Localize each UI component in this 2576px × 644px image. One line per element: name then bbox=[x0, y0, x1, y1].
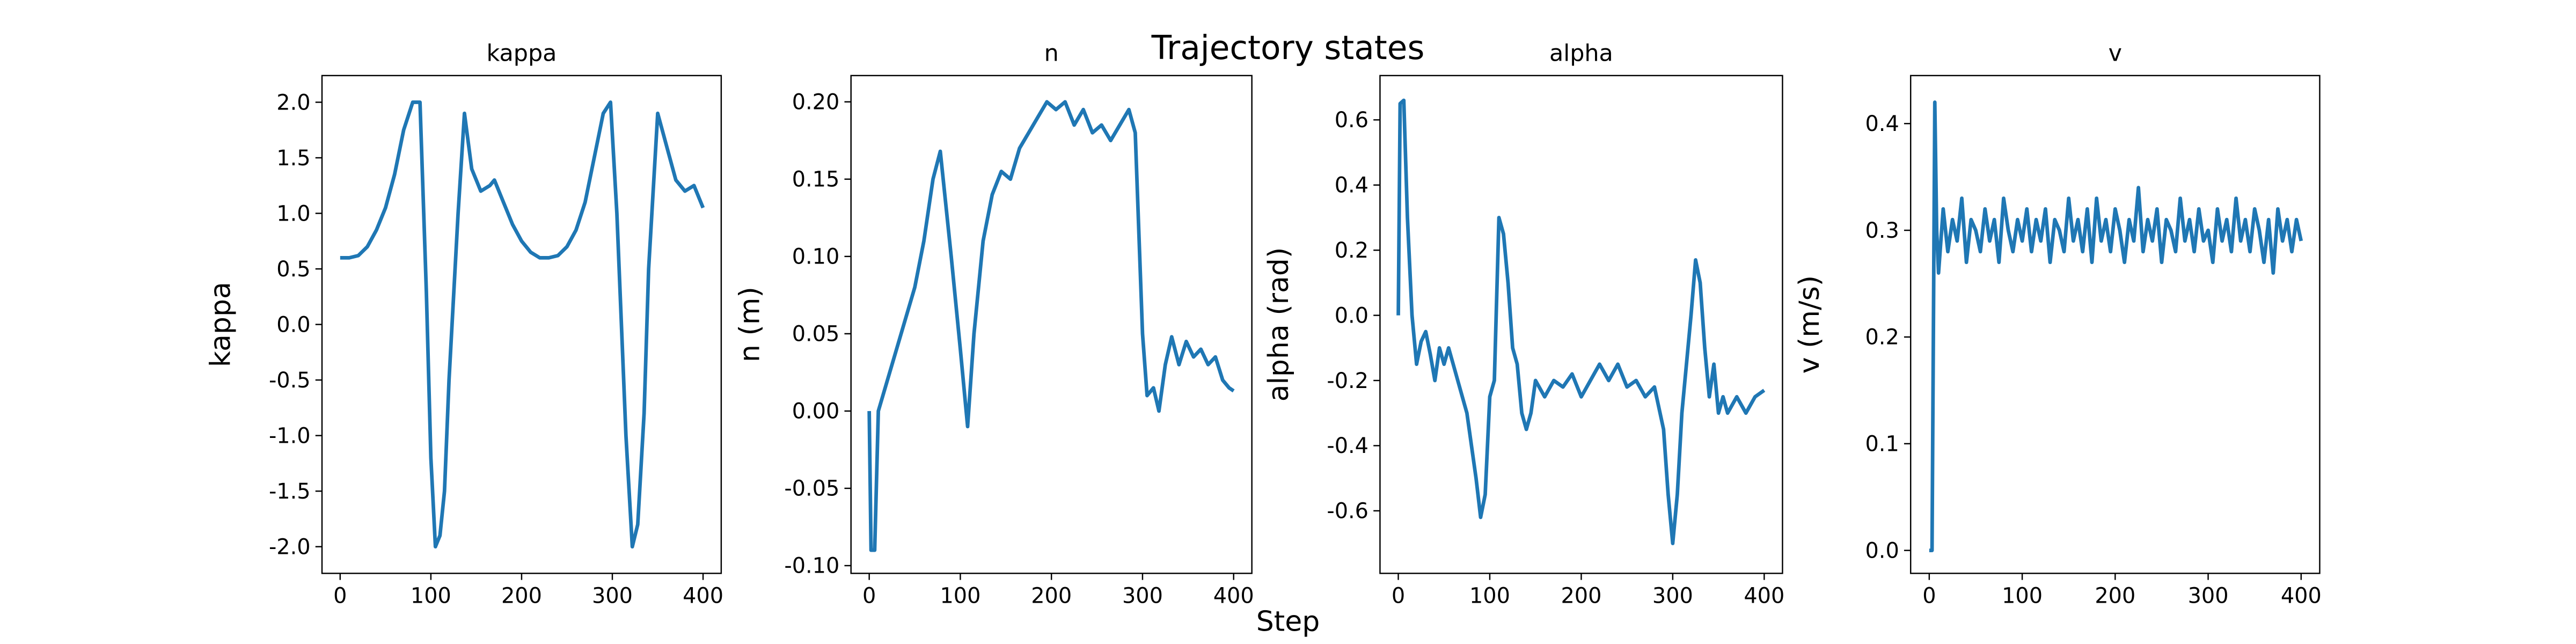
subplot: alpha alpha (rad) 0 100 200 300 400 -0.6 -0.4 -0.… bbox=[1263, 40, 1784, 608]
y-axis-label: kappa bbox=[205, 282, 237, 367]
subplot-title: alpha bbox=[1549, 40, 1613, 67]
figure-title: Trajectory states bbox=[1151, 29, 1425, 67]
y-tick-label: 2.0 bbox=[276, 90, 310, 115]
y-tick-label: -0.2 bbox=[1327, 369, 1368, 393]
y-tick-label: 0.2 bbox=[1335, 238, 1368, 263]
data-line bbox=[867, 100, 1235, 552]
y-axis-label: alpha (rad) bbox=[1263, 247, 1295, 402]
subplot-title: n bbox=[1044, 40, 1059, 67]
axes-frame bbox=[321, 75, 722, 574]
x-tick-label: 200 bbox=[1561, 583, 1601, 608]
x-tick-label: 200 bbox=[1031, 583, 1072, 608]
subplot: n n (m) 0 100 200 300 400 -0.10 -0.05 0.00 0.05 0.1… bbox=[734, 40, 1254, 608]
x-tick-label: 100 bbox=[1469, 583, 1510, 608]
x-tick-label: 400 bbox=[683, 583, 723, 608]
y-tick-label: 0.05 bbox=[792, 322, 840, 347]
y-tick-label: -0.10 bbox=[784, 554, 839, 579]
data-line bbox=[1396, 98, 1766, 545]
y-tick-label: 0.6 bbox=[1335, 108, 1368, 133]
y-tick-label: 0.4 bbox=[1865, 112, 1899, 136]
subplot-title: v bbox=[2109, 40, 2122, 67]
x-tick-label: 0 bbox=[862, 583, 876, 608]
y-axis-label: v (m/s) bbox=[1794, 275, 1826, 374]
x-tick-label: 300 bbox=[592, 583, 633, 608]
x-axis-label: Step bbox=[1256, 606, 1320, 638]
x-tick-label: 400 bbox=[1213, 583, 1254, 608]
axes-frame bbox=[850, 75, 1253, 574]
y-tick-label: -0.6 bbox=[1327, 499, 1368, 524]
x-tick-label: 0 bbox=[333, 583, 347, 608]
subplot: kappa kappa 0 100 200 300 400 -2.0 -1.5 -1.0 -0.5 0… bbox=[205, 40, 723, 608]
y-axis-label: n (m) bbox=[734, 287, 766, 362]
x-tick-label: 200 bbox=[2095, 583, 2135, 608]
y-tick-label: 0.15 bbox=[792, 167, 840, 192]
y-tick-label: 0.4 bbox=[1335, 173, 1368, 198]
axes-frame bbox=[1379, 75, 1783, 574]
y-tick-label: -0.05 bbox=[784, 477, 839, 501]
y-tick-label: 0.5 bbox=[276, 257, 310, 282]
y-tick-label: -2.0 bbox=[269, 535, 311, 559]
x-tick-label: 400 bbox=[2281, 583, 2322, 608]
y-tick-label: 0.10 bbox=[792, 245, 840, 269]
y-tick-label: 0.20 bbox=[792, 90, 840, 115]
y-tick-label: 0.0 bbox=[1865, 538, 1899, 563]
y-tick-label: 0.0 bbox=[1335, 303, 1368, 328]
x-tick-label: 100 bbox=[940, 583, 980, 608]
x-tick-label: 200 bbox=[501, 583, 542, 608]
y-tick-label: 0.3 bbox=[1865, 218, 1899, 243]
x-tick-label: 300 bbox=[2188, 583, 2229, 608]
x-tick-label: 400 bbox=[1744, 583, 1784, 608]
y-tick-label: -1.5 bbox=[269, 479, 311, 504]
y-tick-label: -1.0 bbox=[269, 423, 311, 448]
y-tick-label: 1.5 bbox=[276, 146, 310, 171]
axes-frame bbox=[1909, 75, 2321, 574]
x-tick-label: 300 bbox=[1122, 583, 1163, 608]
data-line bbox=[1929, 100, 2303, 552]
data-line bbox=[340, 100, 705, 549]
x-tick-label: 100 bbox=[411, 583, 451, 608]
x-tick-label: 100 bbox=[2002, 583, 2043, 608]
x-tick-label: 0 bbox=[1392, 583, 1405, 608]
y-tick-label: 0.0 bbox=[276, 312, 310, 337]
y-tick-label: -0.5 bbox=[269, 368, 311, 393]
y-tick-label: -0.4 bbox=[1327, 434, 1368, 458]
subplot: v v (m/s) 0 100 200 300 400 0.0 0.1 0.2 0.3 0.4 bbox=[1794, 40, 2322, 608]
subplot-title: kappa bbox=[486, 40, 557, 67]
y-tick-label: 1.0 bbox=[276, 201, 310, 226]
y-tick-label: 0.1 bbox=[1865, 432, 1899, 457]
y-tick-label: 0.2 bbox=[1865, 325, 1899, 350]
x-tick-label: 0 bbox=[1922, 583, 1936, 608]
y-tick-label: 0.00 bbox=[792, 399, 840, 424]
x-tick-label: 300 bbox=[1652, 583, 1693, 608]
